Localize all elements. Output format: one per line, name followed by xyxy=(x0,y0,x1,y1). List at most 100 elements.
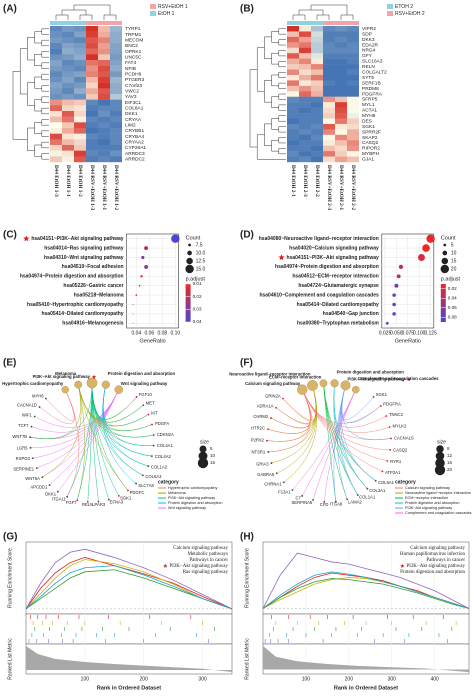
category-node xyxy=(101,380,110,389)
heat-cell xyxy=(86,99,98,106)
heat-cell xyxy=(335,36,347,43)
star xyxy=(406,377,412,382)
gene-label: CACNA1S xyxy=(394,435,414,440)
heat-cell xyxy=(287,64,299,70)
category-node-label: Calcium signaling pathway xyxy=(245,381,301,386)
column-label: D44 EtOH 1-2 xyxy=(77,165,83,197)
legend-label: Pathways in cancer xyxy=(426,558,465,563)
legend-size-label: 20 xyxy=(451,266,457,272)
row-label: ARRDC3 xyxy=(125,151,145,157)
heat-cell xyxy=(299,118,311,125)
gene-node xyxy=(127,489,129,492)
heat-cell xyxy=(74,145,86,151)
heat-cell xyxy=(311,145,323,152)
heat-cell xyxy=(62,48,74,55)
heat-cell xyxy=(299,107,311,114)
gene-label: ITGA11 xyxy=(52,497,67,502)
heat-cell xyxy=(311,31,323,38)
metric-area xyxy=(263,645,469,673)
legend-size xyxy=(186,257,193,265)
plot-area xyxy=(25,541,233,615)
x-tick-label: 300 xyxy=(198,676,207,682)
heat-cell xyxy=(311,129,323,135)
row-label: VIPR2 xyxy=(362,26,376,32)
heat-cell xyxy=(62,99,74,106)
heat-cell xyxy=(311,123,323,130)
row-label: TYRP1 xyxy=(125,26,141,32)
gene-label: ITGA8 xyxy=(330,502,343,507)
heat-cell xyxy=(323,42,335,48)
heat-cell xyxy=(347,113,359,119)
dendrogram xyxy=(41,119,49,126)
es-line xyxy=(25,548,233,610)
row-label: SPRR2F xyxy=(362,129,381,135)
heat-cell xyxy=(347,26,359,32)
heat-cell xyxy=(287,129,299,135)
gene-node xyxy=(147,465,150,468)
gene-node xyxy=(266,439,268,442)
gene-label: RSPO3 xyxy=(16,456,31,461)
dendrogram xyxy=(278,61,286,68)
legend-title: Count xyxy=(186,235,201,241)
legend-label: Hypertrophic cardiomyopathy xyxy=(168,486,217,490)
group-bar xyxy=(347,21,359,25)
row-label: FAT4 xyxy=(125,60,136,66)
gene-label: SERPINE1 xyxy=(13,467,34,472)
heat-cell xyxy=(98,133,110,140)
group-bar xyxy=(50,21,62,25)
heat-cell xyxy=(335,53,347,59)
row-label: SKAP2 xyxy=(362,135,378,141)
heat-cell xyxy=(335,58,347,65)
heat-cell xyxy=(311,91,323,97)
row-label: CRYAA2 xyxy=(125,139,144,145)
heat-cell xyxy=(287,42,299,48)
heat-cell xyxy=(347,102,359,108)
gene-node xyxy=(142,474,144,477)
heat-cell xyxy=(287,26,299,32)
legend-label: ETOH 2 xyxy=(395,4,413,10)
heat-cell xyxy=(335,140,347,146)
heat-cell xyxy=(50,54,62,61)
legend-title: p.adjust xyxy=(441,276,461,282)
heat-cell xyxy=(62,77,74,83)
category-node-label: Hypertrophic cardiomyopathy xyxy=(2,381,64,386)
edge xyxy=(34,389,120,428)
gene-node xyxy=(107,498,110,501)
plot-area xyxy=(126,233,179,329)
column-label: D44 EtOH 2-3 xyxy=(302,165,308,197)
gene-node xyxy=(356,494,359,496)
dendrogram xyxy=(249,69,258,148)
gene-node xyxy=(334,500,337,503)
heat-cell xyxy=(347,58,359,65)
legend-label: Melanoma xyxy=(168,491,187,495)
dot xyxy=(396,274,401,279)
x-tick-label: 0.10 xyxy=(170,330,180,336)
color-tick-label: 0.04 xyxy=(193,319,202,324)
heat-cell xyxy=(323,118,335,125)
heat-cell xyxy=(98,71,110,78)
heat-cell xyxy=(323,26,335,32)
gene-node xyxy=(152,444,155,447)
color-tick-label: 0.01 xyxy=(193,281,202,286)
heat-cell xyxy=(50,139,62,146)
heat-cell xyxy=(287,151,299,157)
dendrogram xyxy=(41,28,49,35)
dendrogram xyxy=(292,14,306,20)
gene-node xyxy=(389,449,392,451)
legend-label: PI3K−Akt signaling pathway xyxy=(406,564,465,569)
es-line xyxy=(25,569,233,610)
row-label: PTGER3 xyxy=(125,77,145,83)
gene-node xyxy=(48,484,51,486)
heat-cell xyxy=(86,65,98,72)
heat-cell xyxy=(50,99,62,106)
row-label: SFRP5 xyxy=(362,97,378,103)
heat-cell xyxy=(311,42,323,48)
group-bar xyxy=(287,21,299,25)
edge xyxy=(77,384,129,491)
heat-cell xyxy=(287,36,299,43)
x-tick-label: 0.06 xyxy=(144,330,154,336)
gene-label: ATP2A1 xyxy=(385,470,401,475)
row-label: MYL1 xyxy=(362,102,375,108)
column-label: D44 RSV+EtOH 1-1 xyxy=(101,165,107,210)
heat-cell xyxy=(299,134,311,141)
